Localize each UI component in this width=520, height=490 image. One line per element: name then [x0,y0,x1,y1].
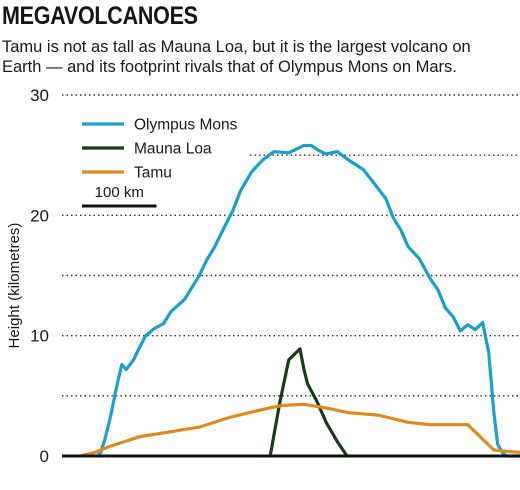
series-line-tamu [78,402,520,458]
scale-bar-label: 100 km [95,184,144,201]
gridlines [62,94,520,397]
legend-label-tamu: Tamu [134,165,172,182]
legend-label-mauna-loa: Mauna Loa [134,141,212,158]
y-tick-label: 20 [30,206,49,225]
y-tick-label: 10 [30,327,49,346]
subtitle-line-1: Tamu is not as tall as Mauna Loa, but it… [2,38,471,56]
y-tick-label: 0 [40,447,49,466]
legend: Olympus Mons Mauna Loa Tamu [82,117,238,182]
chart-title: MEGAVOLCANOES [2,2,198,30]
y-tick-label: 30 [30,86,49,105]
subtitle-line-2: Earth — and its footprint rivals that of… [2,58,457,76]
y-axis-label: Height (kilometres) [6,223,23,349]
y-axis-ticks: 0 10 20 30 [30,86,49,466]
legend-label-olympus-mons: Olympus Mons [134,117,238,134]
series-line-olympus-mons [95,143,520,458]
series-line-mauna-loa [268,347,349,458]
series-lines [78,143,520,458]
chart-subtitle: Tamu is not as tall as Mauna Loa, but it… [2,37,520,77]
scale-bar: 100 km [82,184,157,208]
